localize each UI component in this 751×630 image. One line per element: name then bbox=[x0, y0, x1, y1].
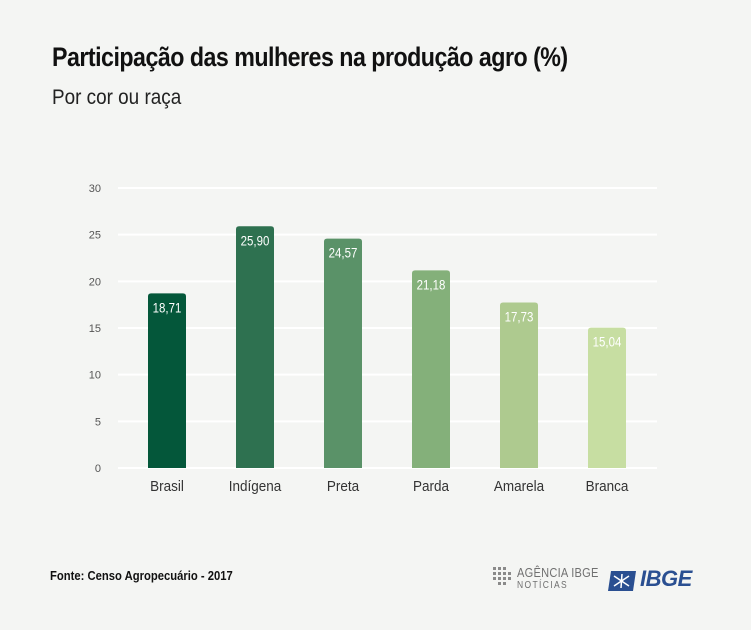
agencia-title: AGÊNCIA IBGE bbox=[517, 565, 599, 580]
ibge-wordmark: IBGE bbox=[640, 566, 692, 591]
agencia-subtitle: NOTÍCIAS bbox=[517, 580, 569, 591]
bar bbox=[324, 238, 362, 468]
chart-subtitle: Por cor ou raça bbox=[52, 86, 182, 109]
y-tick-label: 10 bbox=[89, 370, 101, 382]
y-tick-label: 5 bbox=[95, 416, 101, 428]
bar bbox=[148, 293, 186, 468]
bar-chart: 0 5 10 15 20 25 30 18,71 Brasil 25,90 Indígena 24,5… bbox=[89, 183, 657, 495]
data-label: 17,73 bbox=[505, 310, 534, 325]
category-label: Indígena bbox=[229, 478, 282, 495]
y-tick-label: 25 bbox=[89, 230, 101, 242]
ibge-emblem-icon bbox=[608, 571, 636, 591]
y-tick-label: 0 bbox=[95, 463, 101, 475]
data-label: 21,18 bbox=[417, 277, 446, 292]
category-label: Branca bbox=[586, 478, 629, 495]
y-tick-label: 15 bbox=[89, 323, 101, 335]
category-label: Brasil bbox=[150, 478, 184, 495]
bar bbox=[500, 302, 538, 468]
data-label: 18,71 bbox=[153, 301, 182, 316]
bar bbox=[412, 270, 450, 468]
category-label: Preta bbox=[327, 478, 359, 495]
agencia-grid-icon bbox=[493, 567, 511, 585]
y-tick-label: 20 bbox=[89, 276, 101, 288]
data-label: 15,04 bbox=[593, 335, 622, 350]
ibge-logo: IBGE bbox=[607, 566, 707, 594]
y-tick-label: 30 bbox=[89, 183, 101, 195]
bar bbox=[588, 327, 626, 468]
bar bbox=[236, 226, 274, 468]
data-label: 24,57 bbox=[329, 246, 358, 261]
data-label: 25,90 bbox=[241, 233, 270, 248]
chart-title: Participação das mulheres na produção ag… bbox=[52, 42, 568, 72]
category-label: Parda bbox=[413, 478, 449, 495]
source-note: Fonte: Censo Agropecuário - 2017 bbox=[50, 569, 233, 583]
category-label: Amarela bbox=[494, 478, 544, 495]
